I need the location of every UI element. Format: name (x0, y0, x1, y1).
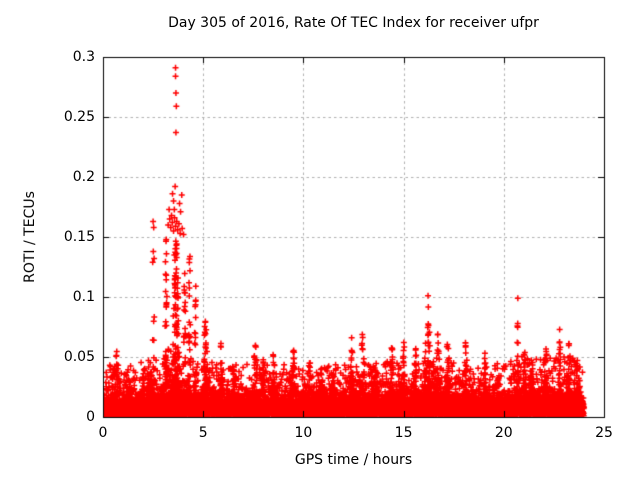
y-tick-label: 0.1 (72, 289, 95, 305)
y-tick-label: 0 (86, 409, 95, 425)
x-tick-label: 20 (494, 425, 513, 441)
x-tick-label: 10 (294, 425, 313, 441)
y-tick-label: 0.25 (63, 109, 95, 125)
x-tick-label: 25 (595, 425, 613, 441)
x-tick-label: 5 (198, 425, 208, 441)
x-axis-title: GPS time / hours (294, 452, 413, 468)
y-tick-label: 0.2 (72, 169, 95, 185)
y-tick-label: 0.05 (63, 349, 95, 365)
x-tick-label: 15 (394, 425, 413, 441)
chart-title: Day 305 of 2016, Rate Of TEC Index for r… (168, 15, 539, 31)
y-tick-label: 0.3 (72, 49, 95, 65)
y-tick-label: 0.15 (63, 229, 95, 245)
x-tick-label: 0 (98, 425, 108, 441)
